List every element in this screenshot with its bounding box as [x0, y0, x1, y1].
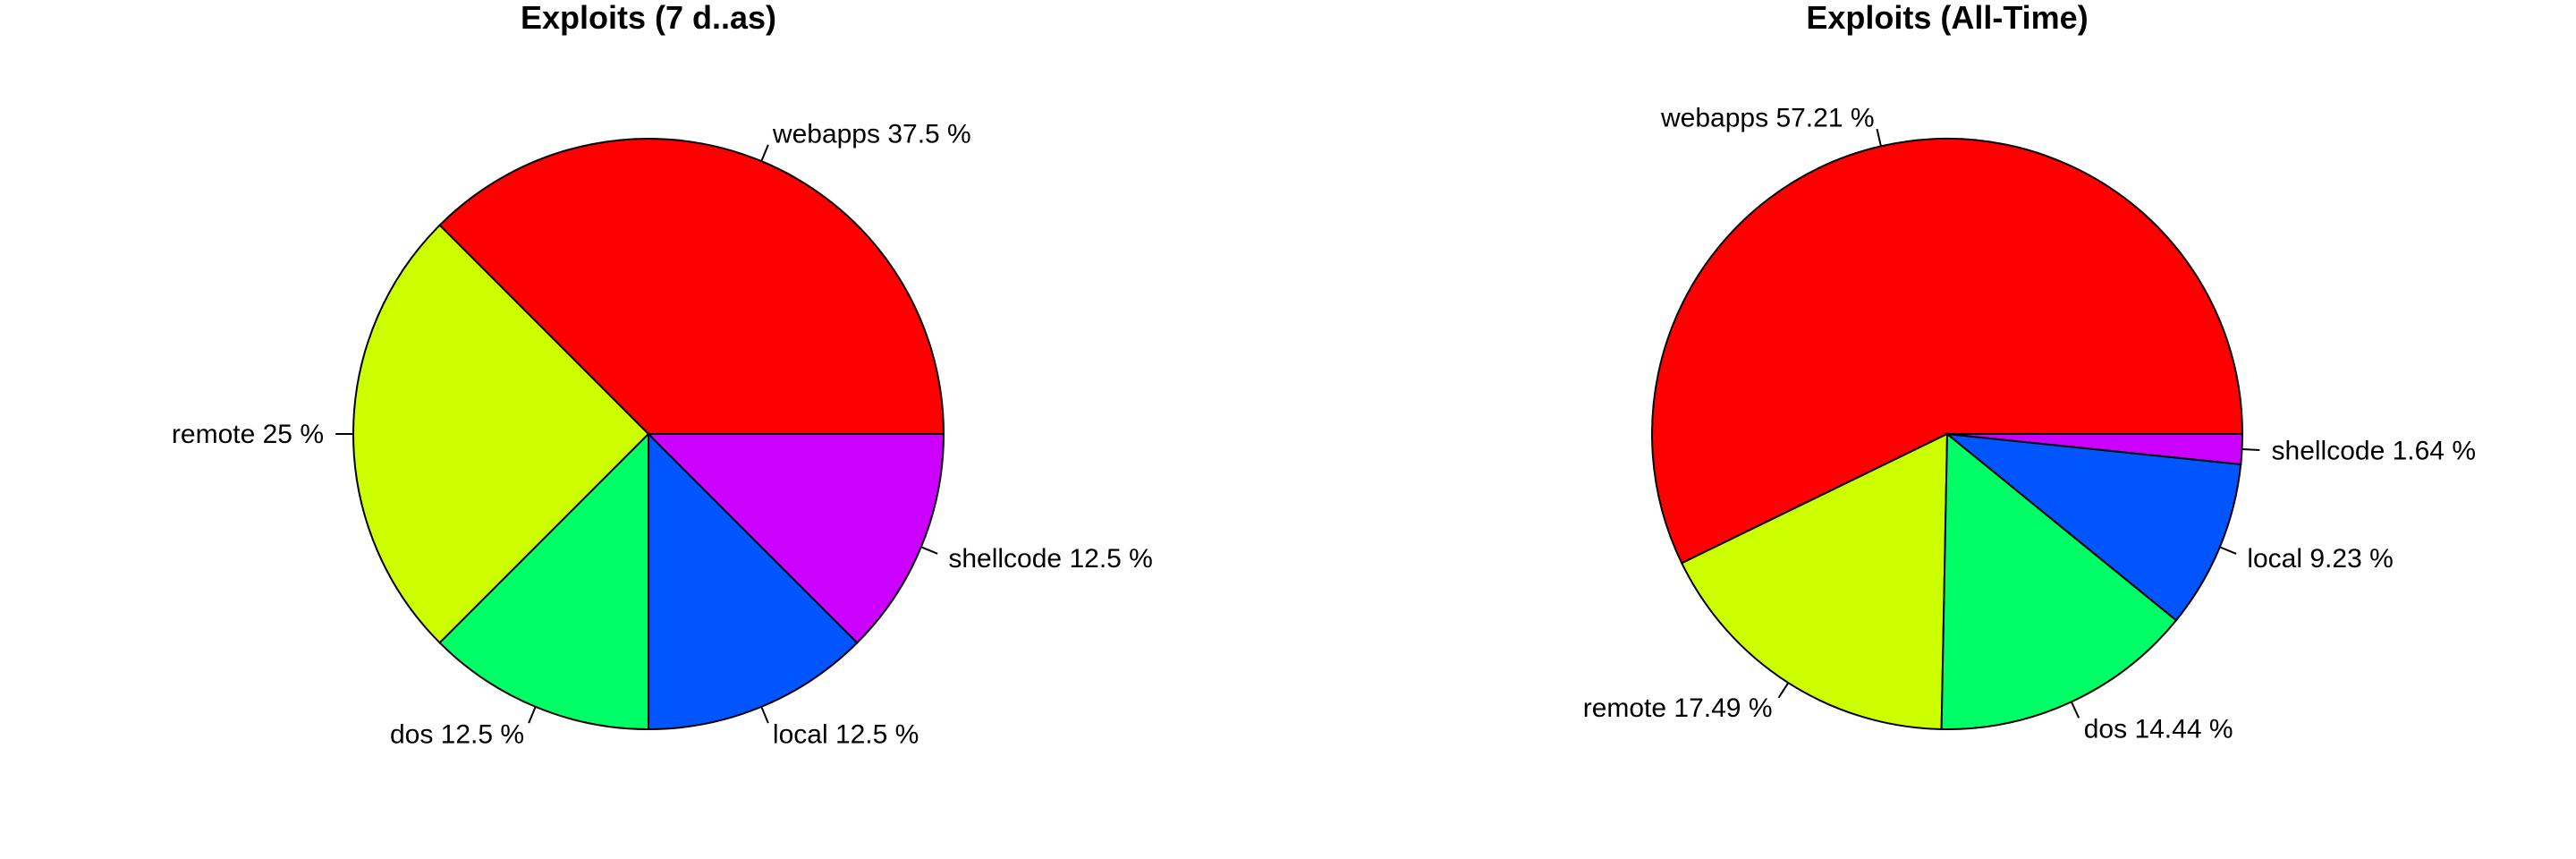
slice-label-remote: remote 25 % [172, 420, 324, 449]
slice-label-dos: dos 12.5 % [390, 719, 524, 749]
pie-chart-all-time: Exploits (All-Time) webapps 57.21 % remot… [1583, 0, 2476, 744]
slice-label-local: local 9.23 % [2247, 544, 2393, 574]
chart-title: Exploits (7 d..as) [521, 0, 776, 36]
label-tick-local [760, 706, 769, 724]
label-tick-local [2219, 546, 2237, 555]
slice-label-shellcode: shellcode 1.64 % [2272, 437, 2477, 466]
label-tick-shellcode [2241, 447, 2260, 452]
pie-slices: webapps 37.5 % remote 25 % dos 12.5 % local… [172, 120, 1153, 750]
slice-label-webapps: webapps 57.21 % [1660, 103, 1875, 132]
chart-title: Exploits (All-Time) [1806, 0, 2088, 36]
slice-label-webapps: webapps 37.5 % [772, 120, 971, 149]
label-tick-dos [2070, 701, 2080, 719]
pie-chart-7-days: Exploits (7 d..as) webapps 37.5 % remote … [172, 0, 1153, 749]
slice-label-remote: remote 17.49 % [1583, 693, 1773, 723]
slice-label-shellcode: shellcode 12.5 % [948, 544, 1153, 574]
slice-label-dos: dos 14.44 % [2084, 714, 2233, 744]
pie-slice-remote [352, 224, 650, 644]
pie-slice-webapps [1651, 138, 2244, 565]
label-tick-dos [528, 706, 537, 724]
pie-slices: webapps 57.21 % remote 17.49 % dos 14.44 %… [1583, 103, 2476, 744]
label-tick-webapps [1876, 128, 1882, 147]
label-tick-webapps [760, 144, 769, 162]
label-tick-remote [1777, 682, 1790, 699]
pie-slice-remote [1680, 432, 1949, 730]
slice-label-local: local 12.5 % [773, 719, 919, 749]
pie-slice-local [1944, 432, 2242, 622]
label-tick-shellcode [920, 546, 938, 555]
pie-slice-dos [1940, 431, 2178, 730]
